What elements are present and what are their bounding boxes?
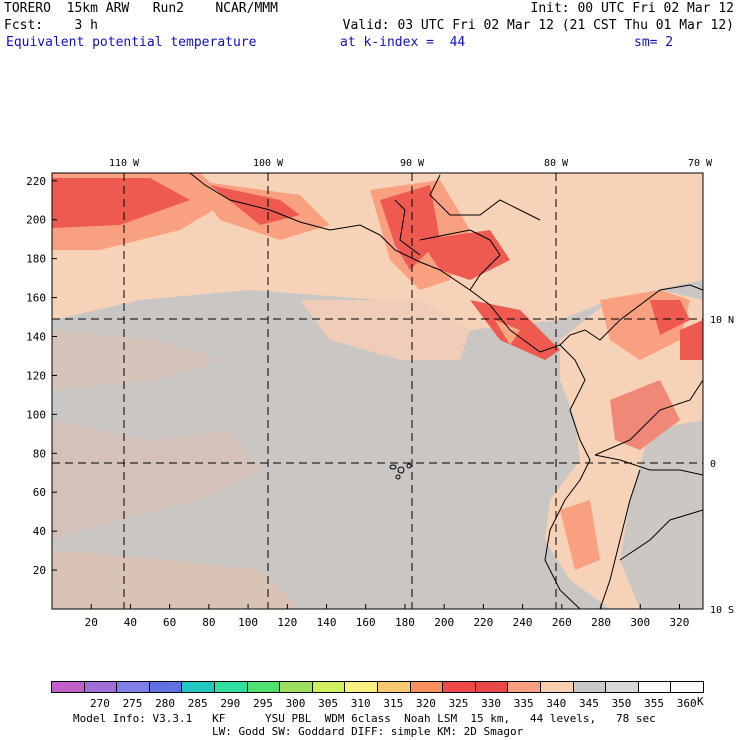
y-tick-label: 180 [26, 253, 46, 266]
x-tick-label: 100 [238, 616, 258, 629]
x-tick-label: 200 [434, 616, 454, 629]
x-tick-label: 60 [163, 616, 176, 629]
y-tick-label: 120 [26, 369, 46, 382]
x-tick-label: 320 [670, 616, 690, 629]
colorbar-label: 355 [644, 697, 665, 710]
y-tick-label: 160 [26, 292, 46, 305]
colorbar-label: 345 [578, 697, 599, 710]
x-tick-label: 180 [395, 616, 415, 629]
forecast-hour: Fcst: 3 h [4, 18, 98, 33]
physics-info: LW: Godd SW: Goddard DIFF: simple KM: 2D… [212, 725, 524, 738]
colorbar-label: 340 [546, 697, 567, 710]
colorbar-label: 315 [383, 697, 404, 710]
latitude-label: 10 N [710, 315, 734, 326]
colorbar-unit: K [697, 695, 704, 708]
field-name: Equivalent potential temperature [6, 35, 257, 50]
colorbar-label: 360 [676, 697, 697, 710]
colorbar-swatch [637, 681, 672, 693]
x-tick-label: 20 [85, 616, 98, 629]
colorbar-label: 310 [350, 697, 371, 710]
x-tick-label: 240 [513, 616, 533, 629]
smoothing-label: sm= 2 [634, 35, 674, 50]
colorbar-label: 300 [285, 697, 306, 710]
y-tick-label: 20 [33, 564, 46, 577]
x-tick-label: 140 [317, 616, 337, 629]
x-tick-label: 280 [591, 616, 611, 629]
longitude-label: 110 W [109, 158, 140, 169]
y-tick-label: 100 [26, 408, 46, 421]
colorbar-swatch [507, 681, 541, 693]
y-tick-label: 60 [33, 486, 46, 499]
longitude-label: 70 W [688, 158, 713, 169]
colorbar-label: 275 [122, 697, 143, 710]
x-tick-label: 260 [552, 616, 572, 629]
colorbar-label: 335 [513, 697, 534, 710]
colorbar-label: 330 [481, 697, 502, 710]
longitude-label: 90 W [400, 158, 425, 169]
colorbar-swatch [377, 681, 411, 693]
model-title: TORERO 15km ARW Run2 NCAR/MMM [4, 1, 278, 16]
x-tick-label: 300 [630, 616, 650, 629]
colorbar-swatch [311, 681, 346, 693]
colorbar-swatch [279, 681, 313, 693]
colorbar-swatch [540, 681, 574, 693]
model-info: Model Info: V3.3.1 KF YSU PBL WDM 6class… [73, 712, 656, 725]
colorbar-swatch [51, 681, 85, 693]
longitude-label: 80 W [544, 158, 569, 169]
latitude-label: 0 [710, 459, 716, 470]
colorbar-label: 280 [155, 697, 176, 710]
colorbar-label: 320 [415, 697, 436, 710]
colorbar-swatch [246, 681, 281, 693]
colorbar-label: 270 [89, 697, 110, 710]
colorbar-label: 325 [448, 697, 469, 710]
colorbar-swatch [409, 681, 444, 693]
colorbar-label: 285 [187, 697, 208, 710]
longitude-label: 100 W [253, 158, 284, 169]
colorbar-label: 295 [252, 697, 273, 710]
colorbar-swatch [572, 681, 607, 693]
colorbar-swatch [214, 681, 248, 693]
y-tick-label: 140 [26, 331, 46, 344]
init-time: Init: 00 UTC Fri 02 Mar 12 [530, 1, 735, 16]
x-tick-label: 40 [124, 616, 137, 629]
colorbar-label: 305 [318, 697, 339, 710]
y-tick-label: 200 [26, 214, 46, 227]
colorbar-swatch [83, 681, 118, 693]
theta-e-field [52, 173, 703, 609]
y-tick-label: 80 [33, 447, 46, 460]
coastlines [189, 173, 703, 609]
x-tick-label: 120 [277, 616, 297, 629]
colorbar-swatch [670, 681, 704, 693]
colorbar-swatch [474, 681, 509, 693]
x-tick-label: 160 [356, 616, 376, 629]
colorbar-swatch [181, 681, 215, 693]
colorbar-swatch [442, 681, 476, 693]
x-tick-label: 80 [202, 616, 215, 629]
colorbar-swatch [605, 681, 639, 693]
colorbar-swatch [148, 681, 183, 693]
colorbar-swatch [344, 681, 378, 693]
y-tick-label: 220 [26, 175, 46, 188]
colorbar-label: 290 [220, 697, 241, 710]
y-tick-label: 40 [33, 525, 46, 538]
k-index-label: at k-index = 44 [340, 35, 466, 50]
latitude-label: 10 S [710, 605, 734, 616]
colorbar-label: 350 [611, 697, 632, 710]
x-tick-label: 220 [473, 616, 493, 629]
colorbar-swatch [116, 681, 150, 693]
valid-time: Valid: 03 UTC Fri 02 Mar 12 (21 CST Thu … [342, 18, 734, 33]
